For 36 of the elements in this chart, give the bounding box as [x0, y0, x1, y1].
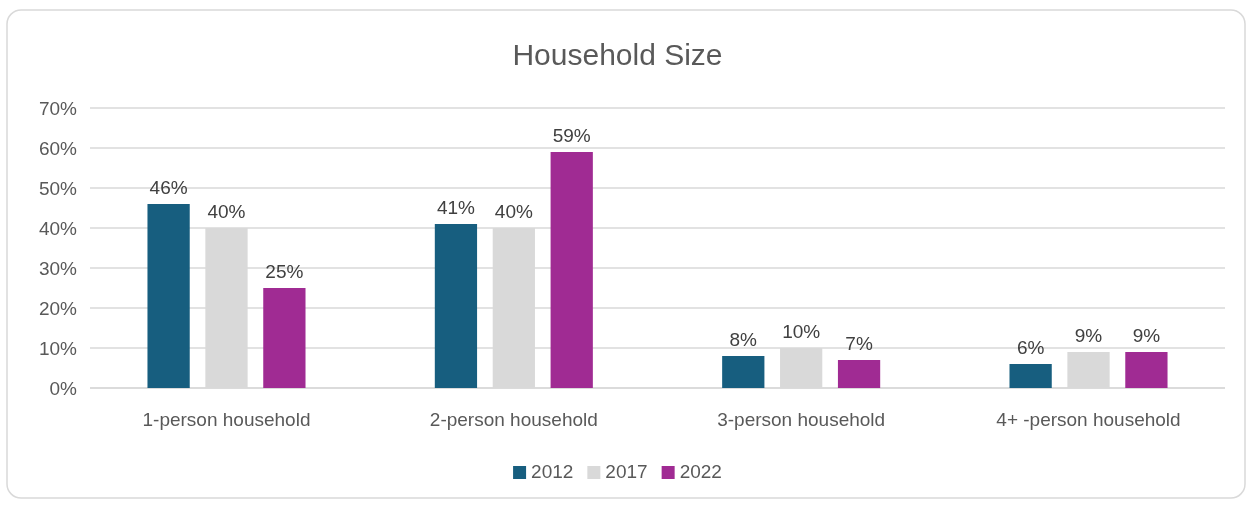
bar	[1009, 364, 1052, 388]
x-tick-label: 3-person household	[717, 409, 886, 430]
bar	[263, 288, 306, 388]
y-tick-label: 60%	[38, 137, 78, 159]
y-tick-label: 0%	[49, 377, 78, 399]
x-tick-label: 2-person household	[429, 409, 598, 430]
data-label: 6%	[1016, 337, 1045, 358]
y-tick-label: 30%	[38, 257, 78, 279]
data-label: 9%	[1132, 325, 1161, 346]
data-label: 25%	[265, 261, 304, 282]
bar	[837, 360, 881, 388]
x-tick-label: 4+ -person household	[996, 409, 1181, 430]
data-label: 8%	[729, 329, 758, 350]
data-label: 41%	[436, 197, 476, 218]
legend-label: 2012	[531, 461, 574, 482]
data-label: 59%	[552, 125, 591, 146]
data-label: 40%	[207, 201, 246, 222]
y-tick-label: 10%	[38, 337, 78, 359]
x-tick-label: 1-person household	[142, 409, 311, 430]
bar	[722, 356, 765, 388]
y-tick-label: 50%	[38, 177, 78, 199]
legend-label: 2017	[605, 461, 648, 482]
bar	[147, 204, 190, 388]
data-label: 40%	[494, 201, 533, 222]
y-tick-label: 20%	[38, 297, 78, 319]
y-tick-label: 40%	[38, 217, 78, 239]
data-label: 10%	[782, 321, 821, 342]
bar	[434, 224, 478, 388]
bar	[1125, 352, 1168, 388]
bar	[550, 152, 593, 388]
data-label: 7%	[845, 333, 873, 354]
data-label: 9%	[1074, 325, 1103, 346]
chart-title: Household Size	[512, 38, 723, 71]
y-tick-label: 70%	[38, 97, 78, 119]
data-label: 46%	[149, 177, 188, 198]
legend-label: 2022	[679, 461, 722, 482]
